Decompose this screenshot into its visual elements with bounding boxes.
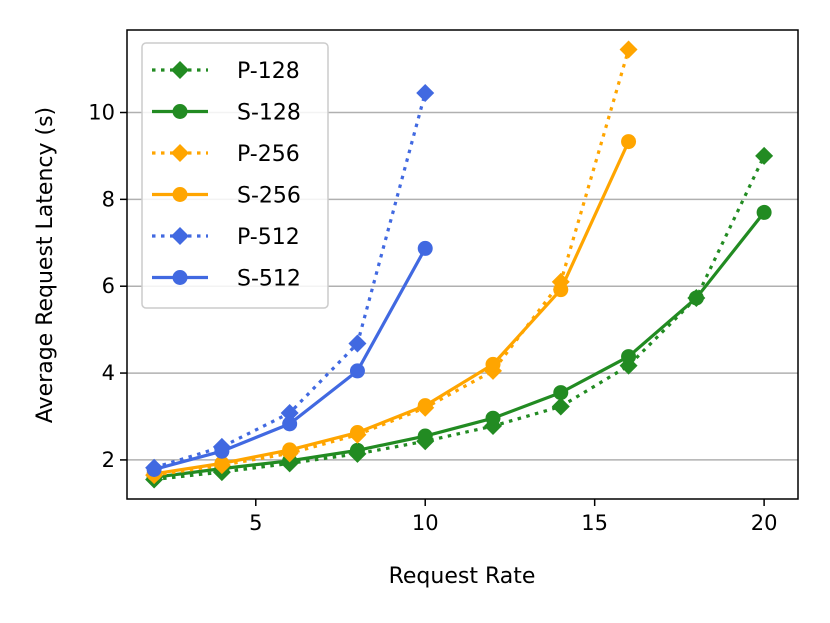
y-axis-label: Average Request Latency (s) — [33, 107, 58, 423]
legend-label-p-512: P-512 — [237, 225, 300, 250]
legend-entry-s-512: S-512 — [152, 267, 301, 292]
data-point-s-512 — [417, 240, 433, 256]
series-line-p-128 — [153, 155, 766, 482]
plot-frame — [126, 29, 799, 500]
y-tick-label: 4 — [102, 361, 115, 385]
y-tick-label: 8 — [102, 187, 115, 211]
data-point-s-512 — [282, 416, 298, 432]
data-point-p-512 — [280, 404, 299, 423]
legend-label-s-512: S-512 — [237, 267, 301, 292]
y-tick-label: 6 — [102, 274, 115, 298]
legend-marker-s-256 — [172, 187, 188, 202]
data-point-s-128 — [688, 290, 704, 306]
data-point-s-256 — [621, 134, 637, 150]
ticks: 2 4 6 8 10 5 10 15 20 — [88, 101, 777, 535]
x-tick-label: 5 — [249, 511, 262, 535]
data-point-s-128 — [756, 204, 772, 220]
data-point-s-128 — [417, 428, 433, 444]
legend: P-128 S-128 P-256 S-256 P-512 S-512 — [141, 42, 329, 309]
legend-label-p-256: P-256 — [237, 142, 300, 167]
legend-label-p-128: P-128 — [237, 59, 300, 84]
legend-box — [141, 42, 329, 309]
legend-label-s-256: S-256 — [237, 184, 301, 209]
data-point-s-128 — [553, 385, 569, 401]
legend-label-s-128: S-128 — [237, 101, 301, 126]
data-point-s-128 — [349, 442, 365, 458]
series-s-512 — [146, 240, 433, 477]
legend-entry-s-128: S-128 — [152, 101, 301, 126]
data-point-s-256 — [282, 442, 298, 458]
data-point-s-512 — [214, 443, 230, 459]
data-point-s-256 — [417, 398, 433, 414]
data-point-p-128 — [551, 397, 570, 416]
x-axis-label: Request Rate — [389, 564, 536, 589]
legend-marker-p-512 — [171, 227, 189, 245]
legend-entry-p-512: P-512 — [152, 225, 300, 250]
data-point-p-512 — [416, 83, 435, 102]
legend-marker-s-128 — [172, 104, 188, 119]
x-tick-label: 20 — [751, 511, 778, 535]
legend-marker-p-256 — [171, 144, 189, 162]
y-tick-label: 2 — [102, 448, 115, 472]
data-point-s-128 — [621, 349, 637, 365]
series-layer — [145, 40, 774, 489]
data-point-p-128 — [755, 146, 774, 165]
data-point-p-512 — [348, 334, 367, 353]
series-line-p-256 — [153, 49, 631, 477]
data-point-p-256 — [619, 40, 638, 59]
series-line-s-128 — [153, 211, 766, 479]
data-point-s-256 — [214, 455, 230, 471]
data-point-s-512 — [146, 461, 162, 477]
data-point-s-128 — [485, 410, 501, 426]
data-point-s-256 — [485, 356, 501, 372]
legend-entry-p-256: P-256 — [152, 142, 300, 167]
x-tick-label: 10 — [412, 511, 439, 535]
data-point-s-256 — [349, 425, 365, 441]
data-point-s-256 — [553, 282, 569, 298]
legend-marker-p-128 — [171, 61, 189, 79]
x-tick-label: 15 — [581, 511, 608, 535]
legend-entry-s-256: S-256 — [152, 184, 301, 209]
series-line-s-256 — [153, 140, 631, 476]
legend-entry-p-128: P-128 — [152, 59, 300, 84]
legend-marker-s-512 — [172, 270, 188, 285]
y-tick-label: 10 — [88, 101, 115, 125]
data-point-s-512 — [349, 363, 365, 379]
